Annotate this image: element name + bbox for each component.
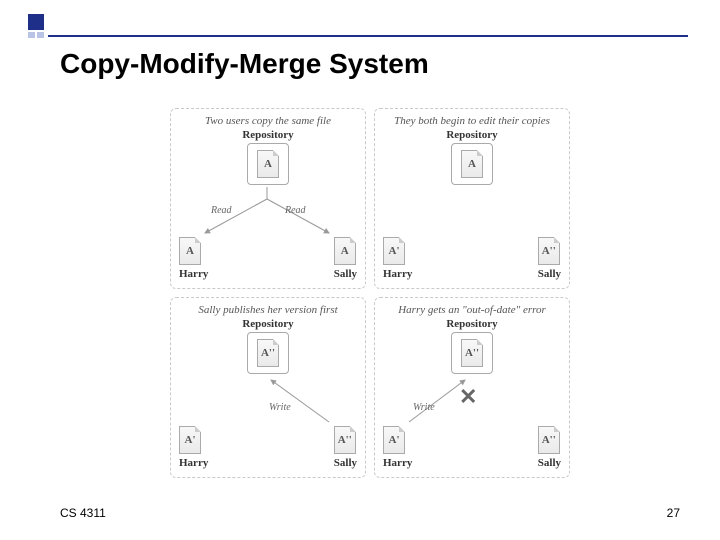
diagram-grid: Two users copy the same file Repository …: [170, 108, 570, 478]
panel-1: Two users copy the same file Repository …: [170, 108, 366, 289]
repository-box: A'': [451, 332, 493, 374]
file-icon: A': [383, 237, 405, 265]
users-row: A' Harry A'' Sally: [179, 426, 357, 469]
file-icon: A: [334, 237, 356, 265]
file-icon: A: [461, 150, 483, 178]
file-icon: A'': [257, 339, 279, 367]
error-x-icon: ✕: [459, 384, 477, 410]
users-row: A' Harry A'' Sally: [383, 237, 561, 280]
user-harry: A Harry: [179, 237, 208, 280]
repository-box: A: [451, 143, 493, 185]
panel-caption: Two users copy the same file: [179, 115, 357, 127]
user-harry: A' Harry: [383, 237, 412, 280]
file-icon: A': [383, 426, 405, 454]
user-sally: A'' Sally: [538, 237, 561, 280]
user-harry: A' Harry: [179, 426, 208, 469]
file-icon: A'': [538, 426, 560, 454]
users-row: A Harry A Sally: [179, 237, 357, 280]
panel-caption: They both begin to edit their copies: [383, 115, 561, 127]
user-sally: A Sally: [334, 237, 357, 280]
page-number: 27: [667, 506, 680, 520]
edge-label-write: Write: [413, 402, 435, 413]
repository-label: Repository: [383, 318, 561, 330]
repository-label: Repository: [179, 129, 357, 141]
user-name: Harry: [383, 457, 412, 469]
slide-title-underline: [48, 35, 688, 37]
user-name: Sally: [538, 268, 561, 280]
user-name: Harry: [179, 268, 208, 280]
file-icon: A'': [334, 426, 356, 454]
panel-2: They both begin to edit their copies Rep…: [374, 108, 570, 289]
edge-label-write: Write: [269, 402, 291, 413]
users-row: A' Harry A'' Sally: [383, 426, 561, 469]
panel-3: Sally publishes her version first Reposi…: [170, 297, 366, 478]
slide-bullet-accent-small: [28, 32, 44, 38]
user-name: Sally: [334, 268, 357, 280]
file-icon: A: [257, 150, 279, 178]
repository-box: A'': [247, 332, 289, 374]
file-icon: A'': [538, 237, 560, 265]
panel-caption: Sally publishes her version first: [179, 304, 357, 316]
file-icon: A: [179, 237, 201, 265]
edge-label-read: Read: [285, 205, 306, 216]
repository-label: Repository: [383, 129, 561, 141]
repository-label: Repository: [179, 318, 357, 330]
user-name: Sally: [334, 457, 357, 469]
panel-4: Harry gets an "out-of-date" error Reposi…: [374, 297, 570, 478]
user-name: Harry: [179, 457, 208, 469]
user-harry: A' Harry: [383, 426, 412, 469]
repository-box: A: [247, 143, 289, 185]
file-icon: A'': [461, 339, 483, 367]
panel-caption: Harry gets an "out-of-date" error: [383, 304, 561, 316]
footer-course: CS 4311: [60, 506, 106, 520]
page-title: Copy-Modify-Merge System: [60, 48, 429, 80]
slide-bullet-accent: [28, 14, 44, 30]
user-sally: A'' Sally: [334, 426, 357, 469]
user-name: Sally: [538, 457, 561, 469]
file-icon: A': [179, 426, 201, 454]
user-name: Harry: [383, 268, 412, 280]
user-sally: A'' Sally: [538, 426, 561, 469]
edge-label-read: Read: [211, 205, 232, 216]
